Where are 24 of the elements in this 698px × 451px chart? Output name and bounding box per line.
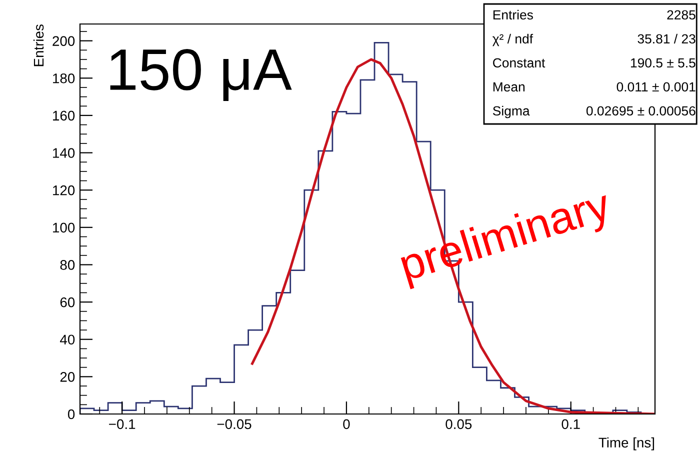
y-tick-label: 60: [60, 297, 75, 308]
y-tick-label: 160: [53, 110, 75, 121]
x-tick-label: −0.1: [109, 419, 136, 430]
x-tick-label: 0: [343, 419, 350, 430]
x-tick-label: −0.05: [217, 419, 252, 430]
text: Constant 190.5 ± 5.5: [493, 58, 696, 68]
y-tick-label: 120: [53, 185, 75, 196]
y-tick-label: 100: [53, 222, 75, 233]
y-tick-label: 20: [60, 372, 75, 382]
y-tick-label: 80: [60, 260, 75, 270]
text: Entries 2285: [493, 10, 696, 20]
text: χ² / ndf 35.81 / 23: [492, 34, 696, 46]
x-tick-label: 0.05: [446, 419, 472, 430]
text: Sigma 0.02695 ± 0.00056: [492, 106, 696, 118]
y-tick-label: 200: [52, 36, 75, 46]
y-tick-label: 180: [53, 73, 75, 84]
x-axis-title: Time [ns]: [598, 437, 654, 450]
x-tick-label: 0.1: [562, 419, 580, 430]
y-tick-label: 40: [60, 334, 75, 345]
y-tick-label: 0: [68, 409, 75, 420]
y-axis-title: Entries: [33, 24, 44, 66]
text: Mean 0.011 ± 0.001: [493, 82, 696, 92]
y-tick-label: 140: [53, 148, 75, 158]
annotation: 150 μA: [110, 49, 292, 101]
